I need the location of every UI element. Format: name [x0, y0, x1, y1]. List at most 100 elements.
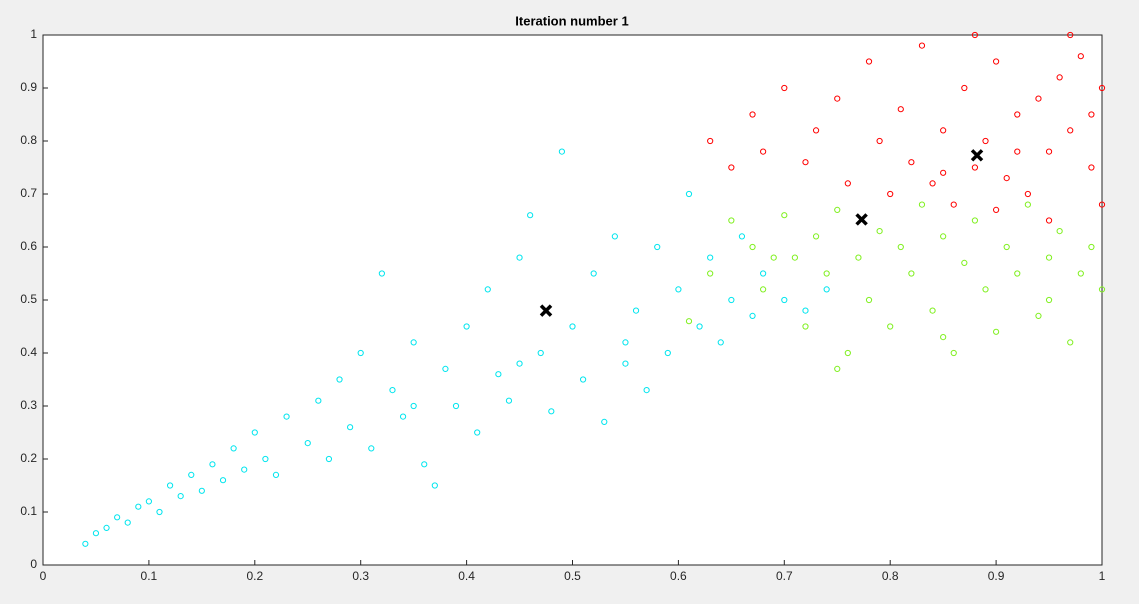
- point: [654, 243, 661, 251]
- point: [812, 233, 820, 240]
- point: [442, 365, 449, 372]
- point: [378, 270, 385, 277]
- point: [961, 84, 968, 92]
- point: [1045, 148, 1053, 155]
- point: [812, 127, 820, 134]
- y-tick-label: 0.1: [20, 504, 37, 518]
- point: [717, 339, 724, 346]
- point: [950, 201, 957, 208]
- point: [230, 445, 237, 452]
- point: [707, 270, 714, 277]
- point: [1003, 243, 1010, 251]
- point: [1067, 31, 1074, 39]
- point: [632, 307, 640, 314]
- point: [463, 323, 470, 330]
- point: [622, 360, 629, 367]
- point: [929, 307, 936, 314]
- y-tick-label: 0: [30, 557, 37, 571]
- x-tick-label: 0.2: [246, 569, 263, 583]
- point: [601, 418, 608, 425]
- point: [124, 519, 131, 526]
- point: [908, 159, 915, 166]
- point: [209, 461, 216, 468]
- point: [1098, 84, 1106, 92]
- point: [707, 254, 714, 261]
- point: [707, 137, 714, 145]
- point: [92, 530, 100, 537]
- point: [1088, 243, 1095, 251]
- point: [1045, 217, 1053, 224]
- point: [728, 296, 735, 304]
- point: [590, 270, 597, 277]
- x-tick-label: 0.5: [564, 569, 581, 583]
- point: [971, 217, 979, 224]
- point: [760, 286, 767, 293]
- point: [1045, 254, 1053, 261]
- x-tick-label: 0.6: [670, 569, 687, 583]
- point: [516, 254, 523, 261]
- point: [940, 169, 947, 176]
- point: [156, 508, 163, 516]
- point: [844, 349, 851, 357]
- point: [611, 233, 618, 240]
- point: [241, 466, 248, 473]
- point: [474, 429, 481, 436]
- point: [1035, 95, 1042, 102]
- point: [1067, 339, 1074, 346]
- point: [505, 397, 513, 404]
- point: [325, 455, 333, 463]
- point: [622, 339, 629, 346]
- point: [495, 371, 502, 378]
- point: [643, 387, 650, 394]
- point: [802, 323, 809, 330]
- point: [1098, 286, 1106, 293]
- point: [908, 270, 915, 277]
- point: [1045, 296, 1053, 304]
- point: [1014, 270, 1021, 277]
- point: [1088, 164, 1095, 171]
- point: [770, 254, 777, 261]
- point: [1003, 175, 1010, 182]
- point: [823, 270, 830, 277]
- point: [876, 137, 883, 145]
- point: [834, 365, 841, 372]
- point: [887, 323, 894, 330]
- point: [283, 413, 290, 420]
- point: [728, 164, 735, 171]
- point: [251, 429, 258, 436]
- point: [198, 487, 205, 494]
- point: [347, 424, 354, 431]
- point: [1014, 111, 1021, 118]
- y-tick-label: 0.3: [20, 398, 37, 412]
- point: [887, 190, 894, 198]
- point: [1088, 111, 1095, 118]
- point: [971, 164, 979, 171]
- point: [558, 148, 566, 155]
- point: [940, 334, 947, 341]
- chart-title: Iteration number 1: [515, 13, 628, 28]
- x-tick-label: 0.8: [882, 569, 899, 583]
- point: [1077, 270, 1084, 277]
- point: [1035, 312, 1042, 319]
- point: [1098, 201, 1106, 208]
- point: [315, 397, 322, 404]
- point: [940, 233, 947, 240]
- point: [982, 286, 989, 293]
- y-tick-label: 0.6: [20, 239, 37, 253]
- point: [971, 31, 979, 39]
- point: [897, 243, 904, 251]
- point: [865, 58, 873, 65]
- point: [537, 349, 544, 357]
- x-tick-label: 0.9: [988, 569, 1005, 583]
- point: [749, 243, 756, 251]
- centroid: [539, 304, 553, 317]
- point: [781, 84, 788, 92]
- y-tick-label: 0.8: [20, 133, 37, 147]
- point: [135, 503, 142, 510]
- x-tick-label: 0: [40, 569, 47, 583]
- point: [82, 540, 89, 547]
- point: [993, 58, 1000, 65]
- point: [516, 360, 523, 367]
- point: [188, 471, 195, 478]
- point: [781, 212, 788, 219]
